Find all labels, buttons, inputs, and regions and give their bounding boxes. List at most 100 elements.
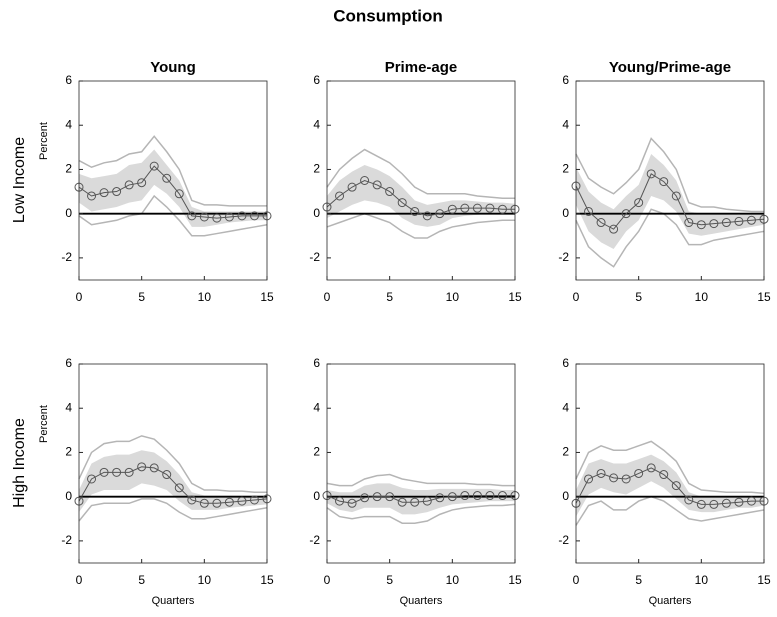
estimate-point <box>497 204 507 214</box>
y-tick-label: 0 <box>313 489 320 503</box>
band-bound <box>575 495 765 526</box>
x-axis-label: Quarters <box>649 595 692 607</box>
estimate-point <box>460 203 470 213</box>
band-bound <box>78 435 267 493</box>
x-tick-label: 5 <box>635 290 642 304</box>
estimate-point <box>87 474 97 484</box>
x-tick-label: 15 <box>260 573 274 587</box>
estimate-point <box>249 495 259 505</box>
x-tick-label: 0 <box>573 290 580 304</box>
x-tick-label: 5 <box>138 573 145 587</box>
estimate-line <box>575 467 764 505</box>
estimate-point <box>174 483 184 493</box>
estimate-point <box>485 203 495 213</box>
band-bound <box>78 135 267 207</box>
estimate-point <box>584 474 594 484</box>
y-tick-label: 4 <box>562 400 569 414</box>
band-bound <box>326 148 515 199</box>
estimate-point <box>609 473 619 483</box>
estimate-point <box>124 467 134 477</box>
x-axis-label: Quarters <box>152 595 195 607</box>
y-tick-label: 4 <box>65 400 72 414</box>
x-tick-label: 5 <box>635 573 642 587</box>
x-tick-label: 15 <box>260 290 274 304</box>
y-tick-label: 6 <box>562 73 569 87</box>
estimate-point <box>212 498 222 508</box>
x-tick-label: 0 <box>324 290 331 304</box>
x-axis-label: Quarters <box>400 595 443 607</box>
y-tick-label: 4 <box>313 117 320 131</box>
estimate-point <box>659 470 669 480</box>
y-tick-label: 2 <box>562 445 569 459</box>
y-tick-label: -2 <box>61 533 72 547</box>
estimate-point <box>659 177 669 187</box>
y-tick-label: 6 <box>313 73 320 87</box>
axes-box <box>327 364 515 563</box>
estimate-point <box>397 497 407 507</box>
row-label: High Income <box>11 418 28 508</box>
band-bound <box>326 473 515 487</box>
estimate-point <box>137 178 147 188</box>
y-tick-label: -2 <box>558 533 569 547</box>
estimate-point <box>174 189 184 199</box>
y-tick-label: 6 <box>65 73 72 87</box>
estimate-point <box>734 497 744 507</box>
y-axis-label: Percent <box>38 122 50 160</box>
estimate-point <box>224 212 234 222</box>
estimate-point <box>671 191 681 201</box>
x-tick-label: 10 <box>198 290 212 304</box>
estimate-point <box>372 492 382 502</box>
panel-title: Young <box>150 59 196 76</box>
estimate-point <box>162 470 172 480</box>
band-bound <box>78 498 268 522</box>
x-tick-label: 10 <box>446 290 460 304</box>
estimate-point <box>360 493 370 503</box>
x-tick-label: 15 <box>508 573 522 587</box>
estimate-point <box>237 496 247 506</box>
band <box>327 483 515 515</box>
x-tick-label: 15 <box>757 290 771 304</box>
estimate-point <box>709 219 719 229</box>
estimate-point <box>709 499 719 509</box>
row-label: Low Income <box>11 137 28 223</box>
estimate-point <box>609 224 619 234</box>
axes-frame <box>78 80 268 281</box>
estimate-point <box>596 218 606 228</box>
estimate-point <box>422 211 432 221</box>
estimate-point <box>149 161 159 171</box>
band-bound <box>575 137 764 213</box>
band <box>327 165 515 227</box>
estimate-point <box>347 498 357 508</box>
y-tick-label: 6 <box>65 356 72 370</box>
x-tick-label: 0 <box>573 573 580 587</box>
estimate-point <box>99 188 109 198</box>
estimate-point <box>447 492 457 502</box>
band-bound <box>326 503 516 524</box>
estimate-point <box>385 492 395 502</box>
estimate-point <box>410 206 420 216</box>
y-tick-label: 0 <box>65 489 72 503</box>
y-tick-label: -2 <box>61 250 72 264</box>
estimate-point <box>684 495 694 505</box>
estimate-line <box>78 466 268 504</box>
estimate-point <box>646 463 656 473</box>
x-tick-label: 15 <box>757 573 771 587</box>
estimate-point <box>347 182 357 192</box>
estimate-point <box>249 211 259 221</box>
estimate-point <box>212 213 222 223</box>
x-tick-label: 10 <box>695 573 709 587</box>
estimate-point <box>410 497 420 507</box>
y-tick-label: 4 <box>65 117 72 131</box>
y-tick-label: -2 <box>309 533 320 547</box>
estimate-point <box>696 220 706 230</box>
estimate-point <box>335 496 345 506</box>
y-tick-label: 2 <box>313 162 320 176</box>
x-tick-label: 0 <box>76 573 83 587</box>
y-tick-label: 2 <box>562 162 569 176</box>
y-tick-label: 4 <box>313 400 320 414</box>
estimate-point <box>335 191 345 201</box>
estimate-point <box>137 462 147 472</box>
x-tick-label: 0 <box>76 290 83 304</box>
y-tick-label: 4 <box>562 117 569 131</box>
